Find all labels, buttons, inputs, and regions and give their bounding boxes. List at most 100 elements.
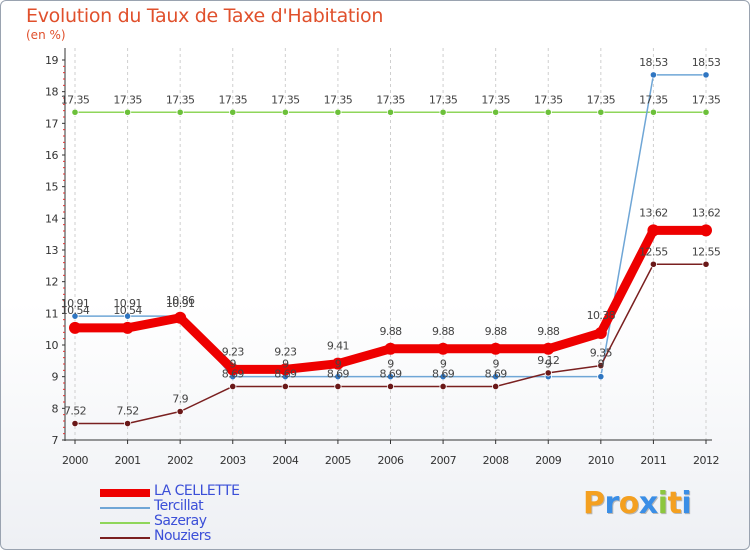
data-label: 9 [282, 358, 289, 371]
data-label: 8.69 [485, 367, 508, 380]
proxiti-logo: Proxiti [583, 486, 692, 521]
data-label: 9 [545, 358, 552, 371]
data-point [123, 419, 132, 428]
y-tick-label: 17 [45, 117, 58, 130]
data-label: 9 [440, 358, 447, 371]
data-point [176, 407, 184, 416]
data-label: 9 [492, 358, 499, 371]
data-point [229, 382, 237, 391]
data-label: 9 [335, 358, 342, 371]
data-label: 9.41 [327, 340, 349, 353]
x-tick-label: 2003 [220, 454, 246, 467]
data-label: 9.88 [537, 325, 560, 338]
data-point [647, 224, 660, 237]
logo-letter: i [681, 486, 692, 521]
data-point [123, 108, 132, 116]
data-label: 8.69 [379, 367, 402, 380]
x-tick-label: 2005 [325, 454, 351, 467]
data-point [281, 382, 289, 391]
data-label: 17.35 [481, 93, 510, 106]
legend-swatch [100, 507, 150, 509]
data-label: 9.35 [590, 347, 613, 360]
data-label: 9.88 [485, 325, 508, 338]
data-point [439, 382, 447, 391]
data-label: 17.35 [61, 93, 90, 106]
x-tick-label: 2006 [378, 454, 404, 467]
data-point [334, 382, 342, 391]
legend-swatch [100, 489, 150, 497]
legend-swatch [100, 537, 150, 539]
y-tick-label: 7 [52, 434, 59, 447]
data-label: 10.91 [113, 297, 142, 310]
data-label: 7.52 [117, 405, 139, 418]
x-tick-label: 2008 [483, 454, 509, 467]
data-point [544, 108, 552, 116]
data-label: 17.35 [692, 93, 721, 106]
data-point [229, 108, 237, 116]
data-label: 17.35 [166, 93, 195, 106]
data-label: 17.35 [534, 93, 563, 106]
y-tick-label: 8 [52, 402, 59, 415]
series-lines [69, 71, 712, 428]
x-tick-label: 2004 [272, 454, 298, 467]
data-point [386, 373, 395, 381]
data-label: 17.35 [324, 93, 353, 106]
x-tick-label: 2011 [640, 454, 666, 467]
data-label: 17.35 [639, 93, 668, 106]
data-point [544, 369, 552, 377]
data-point [174, 311, 187, 324]
y-tick-label: 15 [45, 181, 58, 194]
data-label: 9 [598, 358, 605, 371]
legend-label: LA CELLETTE [154, 483, 240, 499]
data-label: 12.55 [692, 245, 721, 258]
y-tick-label: 13 [45, 244, 58, 257]
data-point [700, 224, 712, 237]
y-tick-label: 14 [45, 212, 58, 225]
y-tick-label: 18 [45, 86, 58, 99]
data-point [71, 312, 79, 320]
data-point [492, 382, 500, 391]
data-label: 10.91 [61, 297, 90, 310]
x-tick-label: 2009 [535, 454, 561, 467]
x-tick-label: 2002 [167, 454, 193, 467]
x-tick-label: 2007 [430, 454, 456, 467]
chart-title: Evolution du Taux de Taxe d'Habitation [26, 5, 384, 27]
data-label: 10.54 [61, 304, 90, 317]
data-label: 10.54 [113, 304, 142, 317]
data-point [702, 108, 710, 116]
data-point [439, 373, 447, 381]
data-point [702, 71, 710, 79]
chart-subtitle: (en %) [26, 28, 66, 42]
data-label: 17.35 [219, 93, 248, 106]
data-label: 7.9 [172, 393, 188, 406]
x-tick-label: 2012 [693, 454, 719, 467]
legend-swatch [100, 522, 150, 524]
data-label: 17.35 [113, 93, 142, 106]
data-label: 9.88 [432, 325, 455, 338]
data-label: 18.53 [692, 56, 721, 69]
data-point [702, 260, 710, 268]
y-tick-label: 19 [45, 54, 58, 67]
logo-letter: x [638, 486, 658, 521]
data-label: 9.23 [274, 345, 297, 358]
y-tick-label: 16 [45, 149, 58, 162]
data-label: 9.23 [222, 345, 245, 358]
data-label: 12.55 [639, 245, 668, 258]
logo-letter: t [667, 486, 682, 521]
data-point [71, 108, 79, 116]
data-point [649, 260, 658, 268]
data-label: 17.35 [429, 93, 458, 106]
data-label: 8.69 [222, 367, 245, 380]
y-tick-label: 12 [45, 276, 58, 289]
data-label: 10.91 [166, 297, 195, 310]
data-point [594, 326, 607, 339]
data-label: 9 [230, 358, 237, 371]
data-label: 17.35 [587, 93, 616, 106]
data-label: 17.35 [271, 93, 300, 106]
data-label: 8.69 [274, 367, 297, 380]
data-point [439, 108, 447, 116]
legend-label: Tercillat [154, 498, 204, 514]
data-point [331, 357, 344, 370]
